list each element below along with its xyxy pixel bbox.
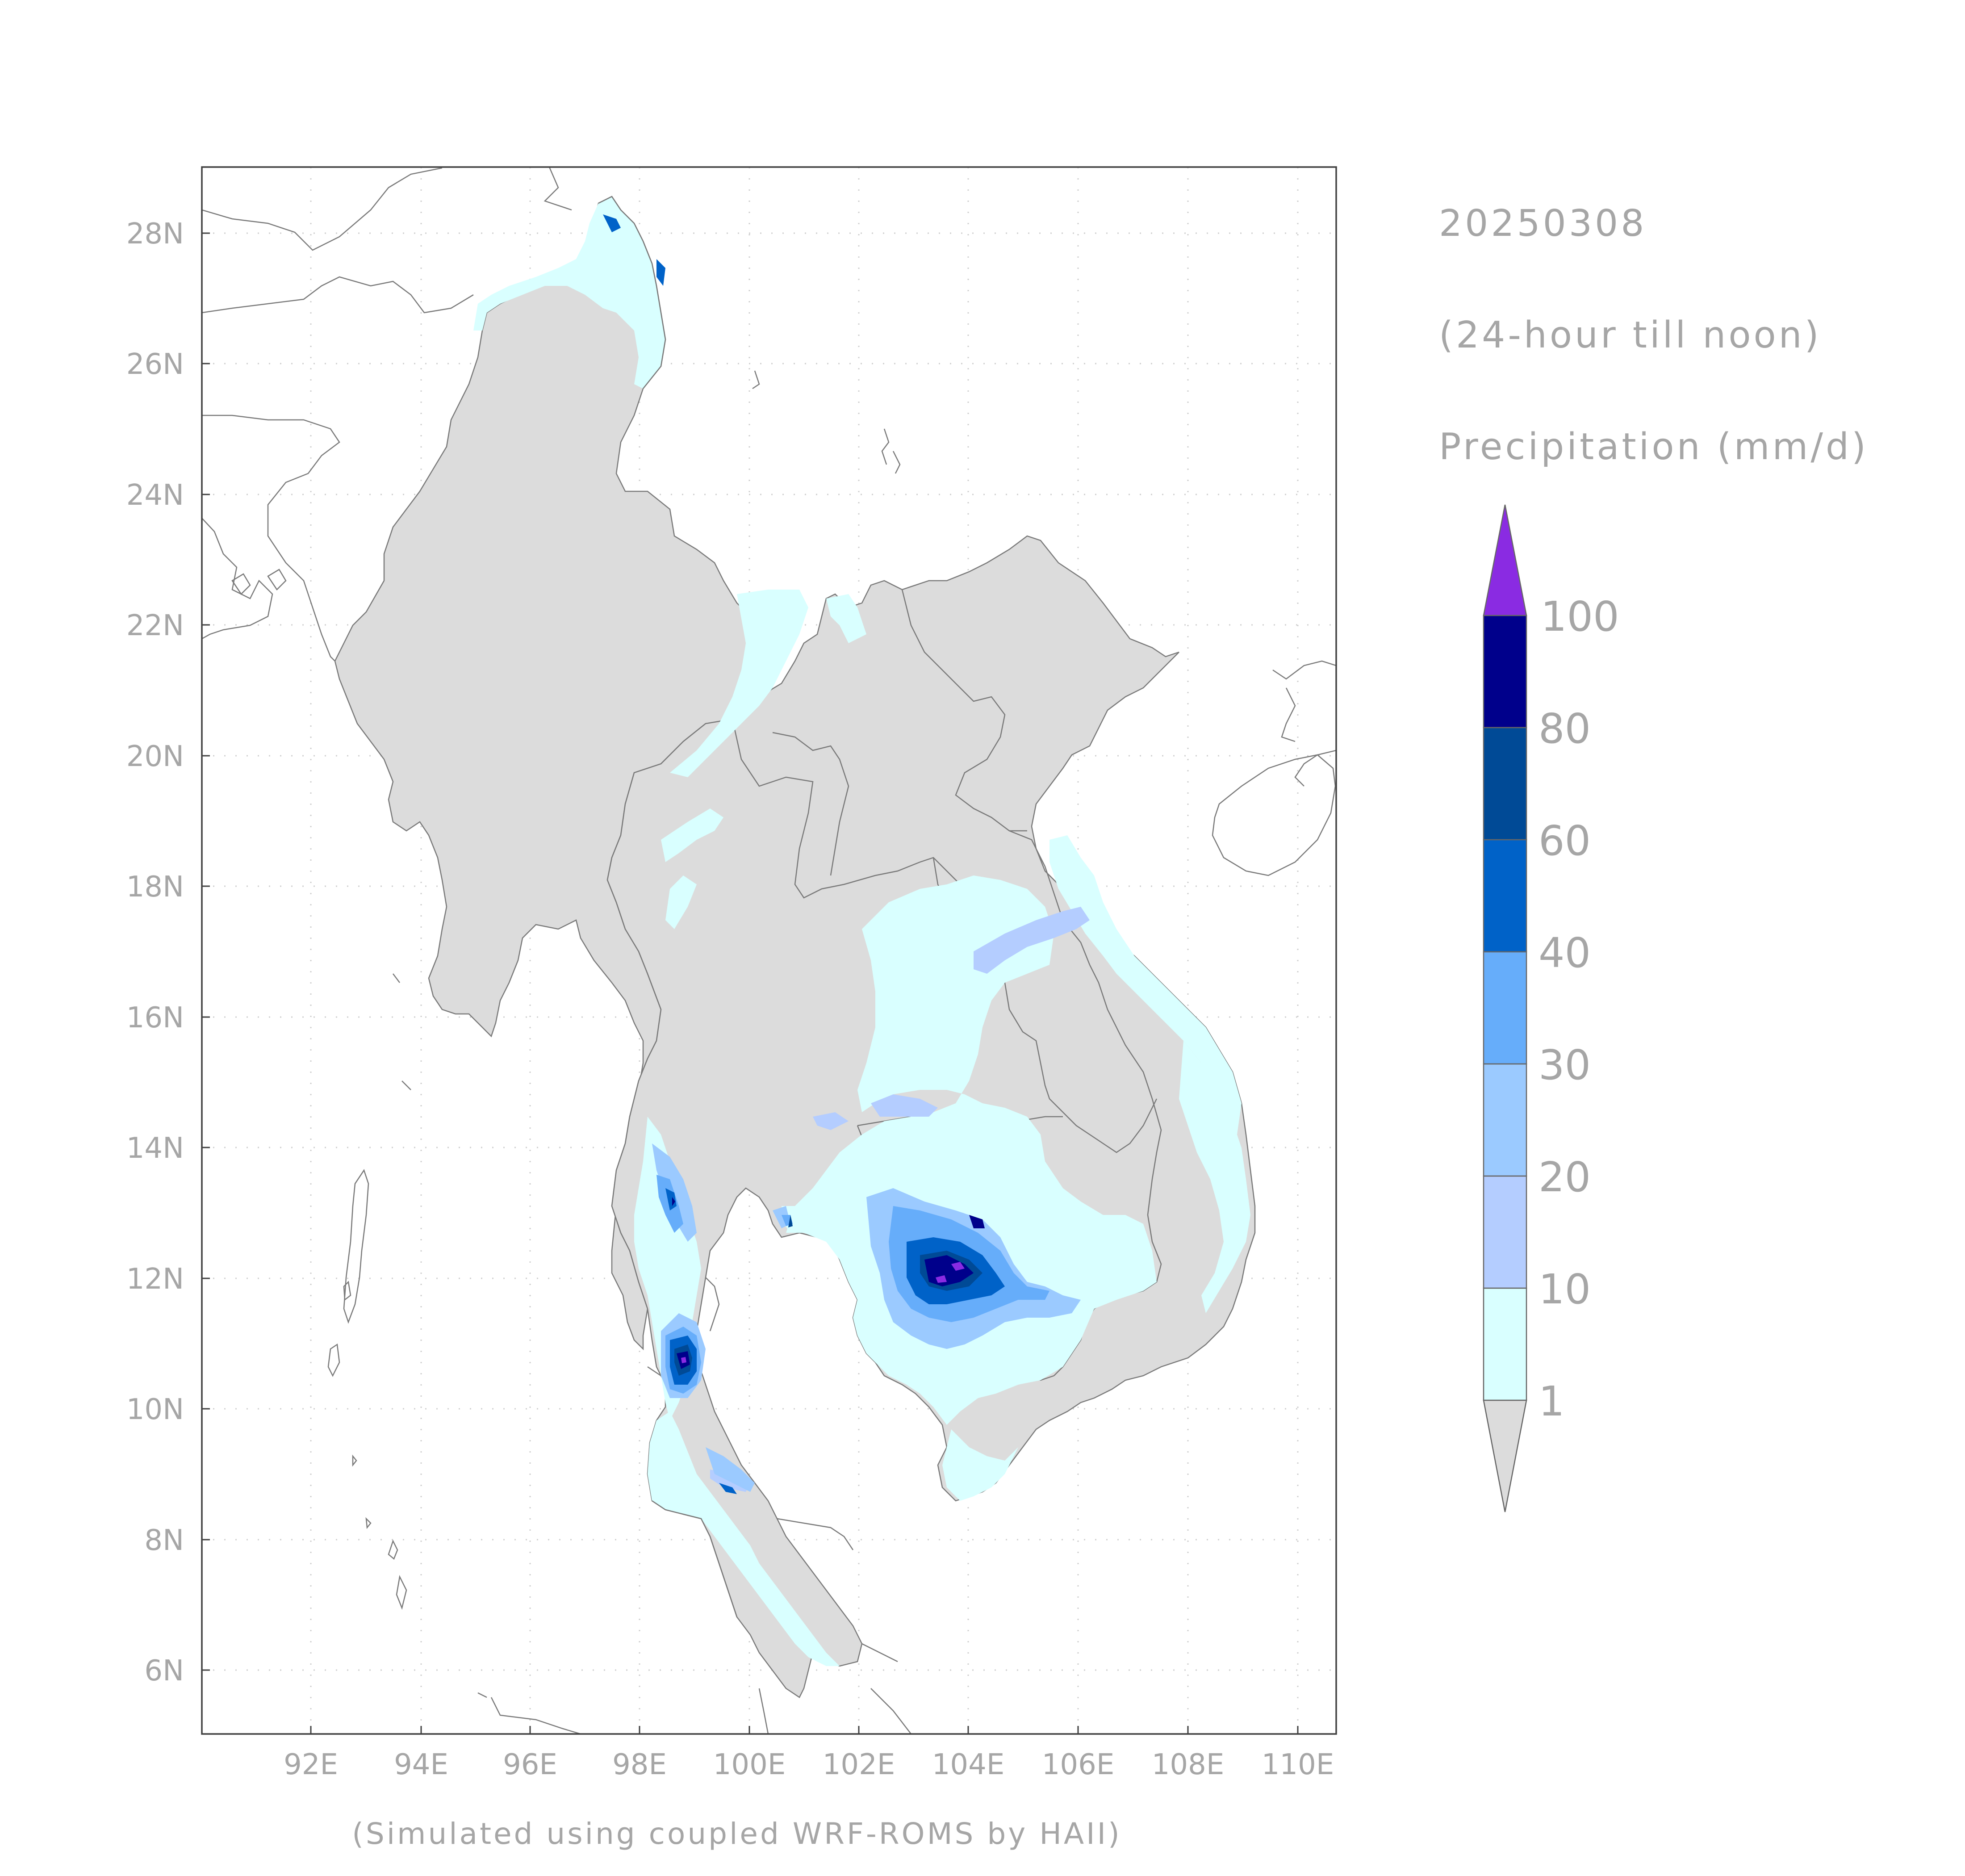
colorbar-segment [1483,1175,1527,1289]
colorbar-label: 30 [1539,1041,1591,1089]
x-tick-label: 94E [394,1748,448,1781]
y-tick-label: 28N [126,218,184,251]
colorbar-segment [1483,727,1527,841]
x-tick-label: 96E [503,1748,557,1781]
x-tick-label: 106E [1042,1748,1115,1781]
outer-coastlines [202,167,1336,1734]
colorbar-label: 10 [1539,1265,1591,1313]
forecast-date: 20250308 [1439,202,1647,245]
colorbar-segment [1483,951,1527,1065]
map-frame [201,166,1337,1735]
colorbar-segment [1483,1287,1527,1401]
x-tick-label: 100E [713,1748,786,1781]
y-tick-label: 26N [126,348,184,381]
coastline-overlay [598,196,738,1617]
colorbar-label: 60 [1539,817,1591,865]
y-tick-label: 20N [126,740,184,773]
colorbar-top-arrow [1483,504,1527,616]
andaman-islands [327,1169,407,1610]
y-axis-labels: 28N 26N 24N 22N 20N 18N 16N 14N 12N 10N … [126,218,184,1688]
x-tick-label: 92E [284,1748,338,1781]
x-axis-labels: 92E 94E 96E 98E 100E 102E 104E 106E 108E… [284,1748,1334,1781]
x-tick-label: 104E [932,1748,1005,1781]
y-tick-label: 18N [126,871,184,904]
colorbar-label: 1 [1539,1378,1565,1425]
colorbar-label: 20 [1539,1153,1591,1201]
colorbar-segment [1483,1063,1527,1177]
tick-marks [202,232,1299,1734]
precipitation-field [473,197,1250,1666]
colorbar-segment [1483,839,1527,953]
variable-title: Precipitation (mm/d) [1439,426,1869,468]
y-tick-label: 10N [126,1393,184,1426]
y-tick-label: 16N [126,1001,184,1034]
y-tick-label: 22N [126,609,184,642]
x-tick-label: 110E [1262,1748,1334,1781]
colorbar-segment [1483,615,1527,729]
x-tick-label: 102E [823,1748,895,1781]
colorbar-label: 40 [1539,929,1591,977]
colorbar-labels: 100 80 60 40 30 20 10 1 [1539,593,1619,1425]
y-tick-label: 24N [126,479,184,512]
colorbar-label: 80 [1539,705,1591,753]
model-credit: (Simulated using coupled WRF-ROMS by HAI… [352,1817,1122,1851]
colorbar [1483,504,1527,1512]
y-tick-label: 12N [126,1263,184,1296]
colorbar-bottom-arrow [1483,1399,1527,1512]
y-tick-label: 14N [126,1132,184,1165]
x-tick-label: 108E [1152,1748,1225,1781]
x-tick-label: 98E [612,1748,667,1781]
y-tick-label: 6N [144,1654,184,1688]
y-tick-label: 8N [144,1524,184,1557]
colorbar-label: 100 [1541,593,1619,641]
forecast-period: (24-hour till noon) [1439,314,1822,356]
